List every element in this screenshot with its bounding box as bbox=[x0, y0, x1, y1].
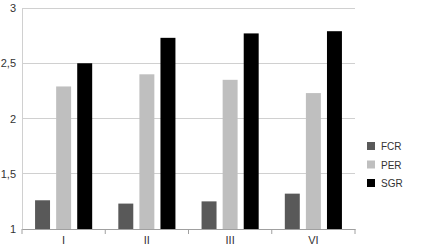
y-axis-line bbox=[22, 9, 23, 230]
bar bbox=[202, 201, 217, 229]
bar bbox=[327, 31, 342, 229]
bar bbox=[139, 74, 154, 229]
y-tick-label: 1,5 bbox=[1, 168, 16, 180]
x-tick-label: I bbox=[62, 234, 65, 246]
y-tick-label: 3 bbox=[10, 2, 16, 14]
category-separator bbox=[355, 229, 356, 234]
legend-item: PER bbox=[367, 160, 402, 171]
grid bbox=[22, 8, 355, 229]
y-tick: 3 bbox=[10, 2, 22, 14]
legend-swatch bbox=[367, 142, 375, 150]
x-tick: I bbox=[62, 229, 65, 246]
x-tick: III bbox=[226, 229, 235, 246]
legend-item: SGR bbox=[367, 178, 403, 189]
bar bbox=[35, 200, 50, 229]
bar bbox=[56, 86, 71, 229]
bar bbox=[118, 204, 133, 229]
bar bbox=[77, 63, 92, 229]
legend-label: PER bbox=[381, 160, 402, 171]
x-axis: IIIIIIVI bbox=[22, 229, 356, 246]
bar bbox=[223, 80, 238, 229]
legend-swatch bbox=[367, 161, 375, 169]
grid-line bbox=[22, 8, 355, 9]
x-tick: VI bbox=[308, 229, 318, 246]
legend-label: FCR bbox=[381, 141, 402, 152]
grid-line bbox=[22, 173, 355, 174]
chart: 11,522,53IIIIIIVIFCRPERSGR bbox=[0, 0, 433, 250]
y-tick-label: 1 bbox=[10, 223, 16, 235]
bar bbox=[244, 33, 259, 229]
bar bbox=[306, 93, 321, 229]
y-tick-label: 2 bbox=[10, 113, 16, 125]
x-tick: II bbox=[144, 229, 150, 246]
legend-swatch bbox=[367, 179, 375, 187]
y-tick: 2,5 bbox=[1, 57, 22, 69]
category-separator bbox=[188, 229, 189, 234]
grid-line bbox=[22, 63, 355, 64]
x-tick-label: III bbox=[226, 234, 235, 246]
y-tick-label: 2,5 bbox=[1, 57, 16, 69]
grid-line bbox=[22, 118, 355, 119]
bar bbox=[285, 194, 300, 229]
x-tick-label: VI bbox=[308, 234, 318, 246]
category-separator bbox=[105, 229, 106, 234]
bar bbox=[160, 38, 175, 229]
bars bbox=[35, 31, 342, 229]
y-tick: 2 bbox=[10, 113, 22, 125]
category-separator bbox=[22, 229, 23, 234]
legend: FCR PER SGR bbox=[367, 141, 403, 189]
y-tick: 1,5 bbox=[1, 168, 22, 180]
x-tick-label: II bbox=[144, 234, 150, 246]
legend-item: FCR bbox=[367, 141, 402, 152]
y-tick: 1 bbox=[10, 223, 22, 235]
category-separator bbox=[271, 229, 272, 234]
y-axis: 1 1,5 2 2,5 3 bbox=[1, 2, 23, 235]
legend-label: SGR bbox=[381, 178, 403, 189]
